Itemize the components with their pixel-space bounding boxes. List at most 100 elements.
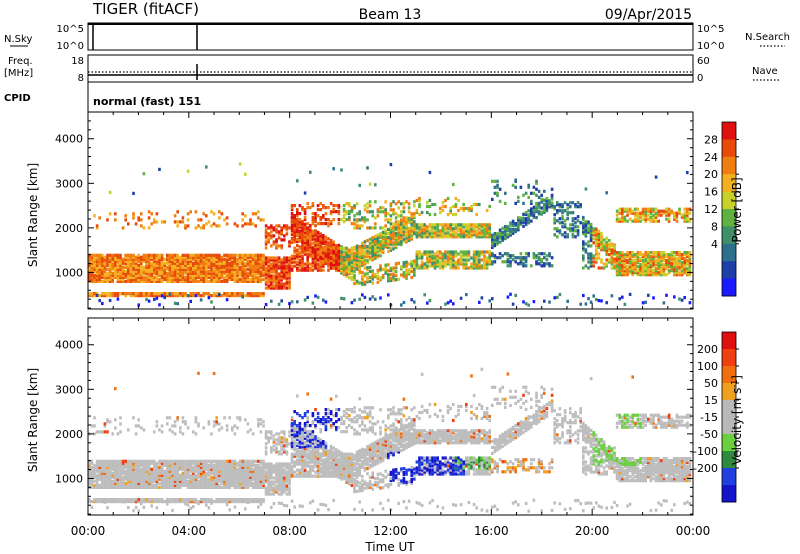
range-cell [600, 238, 603, 242]
range-cell [683, 296, 686, 300]
range-cell [228, 257, 231, 261]
range-cell [439, 223, 442, 227]
range-cell [290, 264, 294, 268]
range-cell [548, 199, 551, 203]
range-cell [605, 262, 608, 266]
range-cell [387, 212, 390, 216]
range-cell [418, 212, 421, 217]
range-cell [277, 236, 281, 240]
range-cell [504, 191, 507, 195]
range-cell [361, 241, 364, 245]
range-cell [345, 252, 348, 256]
range-cell [314, 214, 317, 218]
range-cell [212, 259, 216, 263]
range-cell [194, 263, 198, 267]
range-cell [452, 227, 455, 231]
range-cell [153, 275, 156, 279]
range-cell [316, 262, 320, 266]
range-cell [314, 247, 317, 251]
range-cell [121, 481, 125, 485]
range-cell [241, 253, 244, 257]
range-cell [340, 258, 343, 262]
range-cell [496, 238, 499, 242]
range-cell [657, 209, 660, 213]
range-cell [394, 264, 398, 268]
range-cell [615, 209, 619, 213]
range-cell [168, 459, 172, 463]
range-cell [173, 479, 177, 483]
range-cell [233, 275, 237, 279]
range-cell [215, 467, 218, 471]
range-cell [678, 271, 681, 275]
range-cell [548, 252, 551, 256]
range-cell [140, 463, 143, 467]
range-cell [418, 231, 421, 235]
range-cell [340, 266, 343, 270]
range-cell [363, 280, 367, 284]
range-cell [134, 273, 138, 277]
range-cell [368, 243, 372, 247]
range-cell [184, 275, 187, 279]
range-cell [132, 294, 135, 298]
range-cell [348, 210, 351, 214]
range-cell [654, 251, 658, 255]
range-cell [431, 235, 434, 239]
range-cell [228, 267, 231, 271]
range-cell [116, 500, 120, 504]
range-cell [355, 224, 359, 228]
range-cell [283, 272, 286, 276]
range-cell [207, 485, 211, 489]
range-cell [327, 218, 330, 222]
range-cell [95, 463, 99, 467]
range-cell [615, 217, 619, 221]
range-cell [582, 221, 585, 226]
range-cell [558, 217, 562, 221]
range-cell [647, 217, 650, 221]
range-cell [605, 236, 608, 240]
range-cell [478, 264, 481, 268]
range-cell [649, 267, 653, 271]
range-cell [504, 227, 507, 231]
range-cell [470, 231, 473, 235]
range-cell [402, 202, 406, 206]
range-cell [90, 255, 94, 259]
range-cell [147, 483, 151, 487]
range-cell [371, 273, 374, 277]
range-cell [129, 463, 133, 467]
range-cell [688, 251, 692, 255]
range-cell [311, 262, 315, 266]
range-cell [309, 252, 312, 256]
range-cell [218, 465, 221, 469]
range-cell [210, 265, 213, 269]
range-cell [225, 263, 229, 267]
range-cell [379, 242, 382, 246]
range-cell [238, 277, 242, 281]
range-cell [618, 217, 621, 221]
range-cell [348, 272, 351, 276]
range-cell [150, 504, 153, 508]
range-cell [368, 249, 372, 253]
range-cell [683, 269, 686, 273]
range-cell [436, 233, 439, 237]
range-cell [654, 267, 658, 271]
range-cell [231, 253, 234, 257]
range-cell [220, 467, 224, 471]
range-cell [205, 255, 208, 259]
range-cell [410, 231, 413, 235]
range-cell [270, 284, 273, 288]
range-cell [207, 467, 211, 471]
range-cell [160, 279, 164, 283]
range-cell [160, 485, 164, 489]
range-cell [160, 259, 164, 263]
range-cell [137, 481, 140, 485]
range-cell [218, 485, 221, 489]
range-cell [147, 465, 151, 469]
range-cell [205, 473, 208, 477]
range-cell [210, 257, 213, 261]
range-cell [244, 277, 247, 281]
range-cell [530, 264, 533, 268]
range-cell [137, 469, 140, 473]
range-cell [207, 469, 211, 473]
range-cell [285, 258, 289, 262]
range-cell [597, 245, 601, 249]
